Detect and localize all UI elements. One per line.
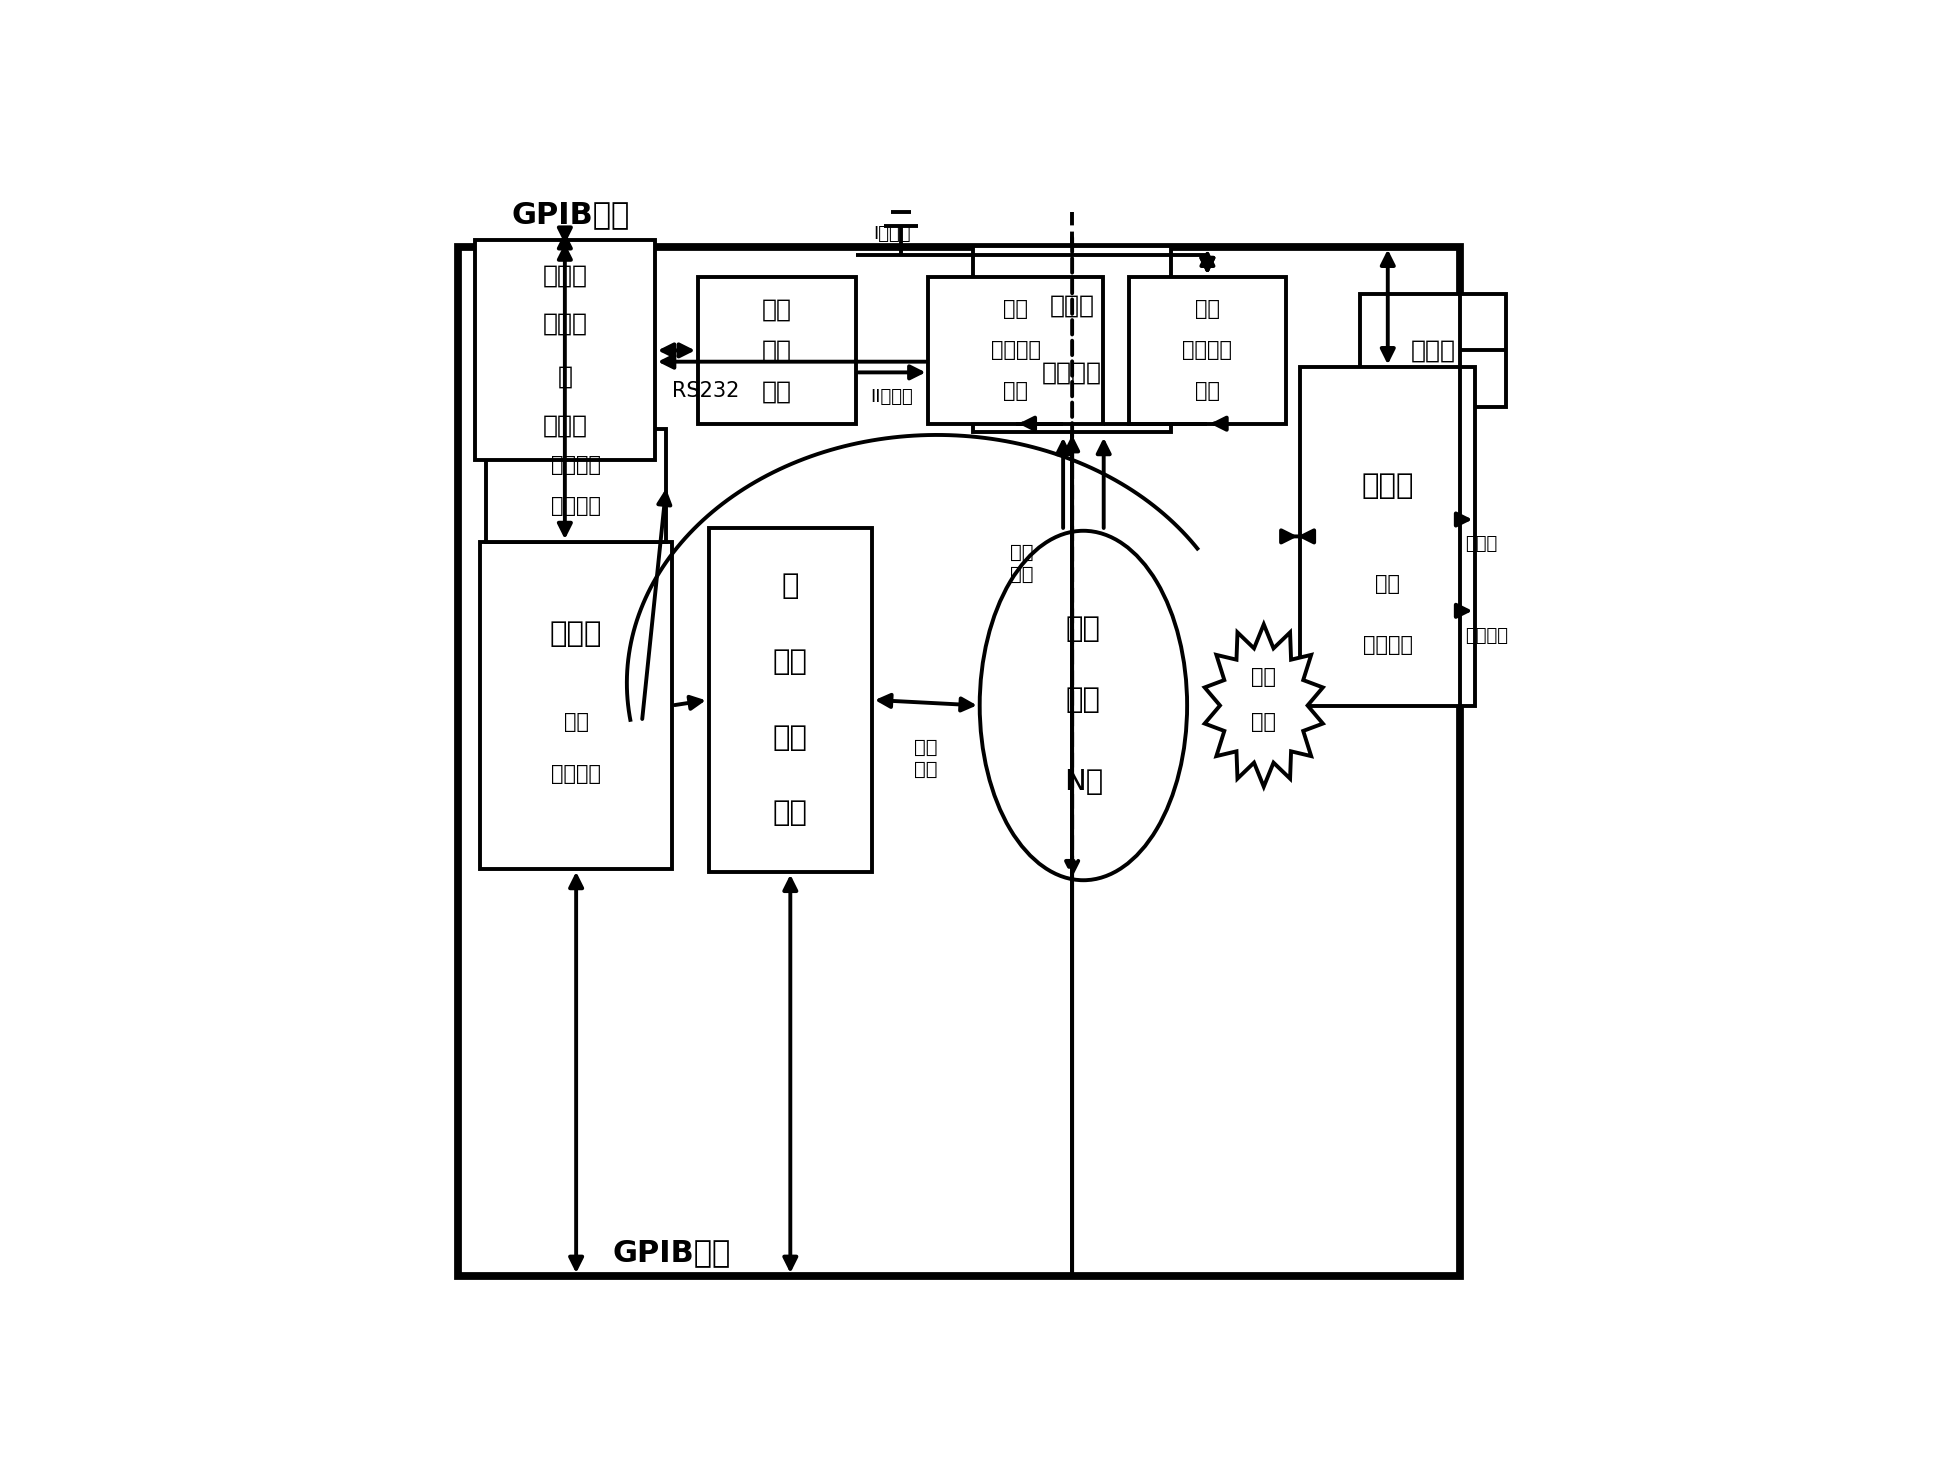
Bar — [929, 277, 1103, 423]
Text: 遥测采集: 遥测采集 — [990, 341, 1041, 360]
Text: 组: 组 — [782, 572, 800, 600]
Bar — [1299, 367, 1476, 706]
Bar — [474, 240, 655, 460]
Text: 仪器: 仪器 — [1376, 574, 1399, 594]
Bar — [1360, 294, 1505, 407]
Text: 检波器: 检波器 — [1411, 338, 1456, 363]
Text: N个: N个 — [1064, 769, 1103, 796]
Text: 示波器: 示波器 — [1362, 471, 1413, 499]
Bar — [974, 246, 1170, 432]
Text: 电源: 电源 — [762, 338, 792, 363]
Text: 试验: 试验 — [1250, 713, 1276, 732]
Text: 信号源: 信号源 — [551, 619, 602, 647]
Text: 通用测试: 通用测试 — [551, 764, 602, 785]
Text: 通用测试: 通用测试 — [1362, 634, 1413, 654]
Text: 采集模块: 采集模块 — [551, 455, 602, 476]
Text: 仪器: 仪器 — [564, 712, 588, 732]
Text: 试软件: 试软件 — [543, 264, 588, 287]
Bar — [1129, 277, 1286, 423]
Text: 电流钳: 电流钳 — [1466, 536, 1497, 553]
Text: GPIB总线: GPIB总线 — [613, 1237, 731, 1266]
Text: 设备: 设备 — [1250, 668, 1276, 687]
Text: 开关: 开关 — [1066, 615, 1102, 643]
Text: 模块: 模块 — [1196, 299, 1219, 319]
Text: 电压探头: 电压探头 — [1466, 627, 1509, 644]
Text: RS232: RS232 — [672, 381, 739, 401]
Text: 程控: 程控 — [762, 379, 792, 404]
Text: 矩阵: 矩阵 — [772, 649, 808, 676]
Text: 环境温度: 环境温度 — [551, 496, 602, 515]
Text: 和: 和 — [557, 365, 572, 389]
Text: 开关: 开关 — [772, 723, 808, 751]
Text: 分析仪: 分析仪 — [1051, 294, 1094, 318]
Text: 开关: 开关 — [1196, 382, 1219, 401]
Text: 微波: 微波 — [1066, 685, 1102, 714]
Bar — [486, 429, 666, 542]
Text: 状态驱动: 状态驱动 — [1182, 341, 1233, 360]
Bar — [698, 277, 857, 423]
Text: 模块: 模块 — [1004, 299, 1029, 319]
Text: 射频
端口: 射频 端口 — [1009, 543, 1033, 584]
Text: 射频: 射频 — [772, 799, 808, 827]
Text: I路电源: I路电源 — [874, 225, 911, 243]
Text: 矢量网络: 矢量网络 — [1043, 360, 1102, 385]
Bar — [459, 247, 1460, 1277]
Text: 模块: 模块 — [762, 297, 792, 322]
Text: II路电源: II路电源 — [870, 388, 913, 406]
Polygon shape — [1205, 624, 1323, 786]
Text: GPIB总线: GPIB总线 — [512, 201, 629, 230]
Bar — [710, 529, 872, 871]
Ellipse shape — [980, 531, 1188, 880]
Text: 专用测: 专用测 — [543, 312, 588, 337]
Text: 射频
端口: 射频 端口 — [913, 738, 937, 779]
Text: 开关: 开关 — [1004, 382, 1029, 401]
Text: 工控机: 工控机 — [543, 413, 588, 438]
Bar — [480, 542, 672, 870]
